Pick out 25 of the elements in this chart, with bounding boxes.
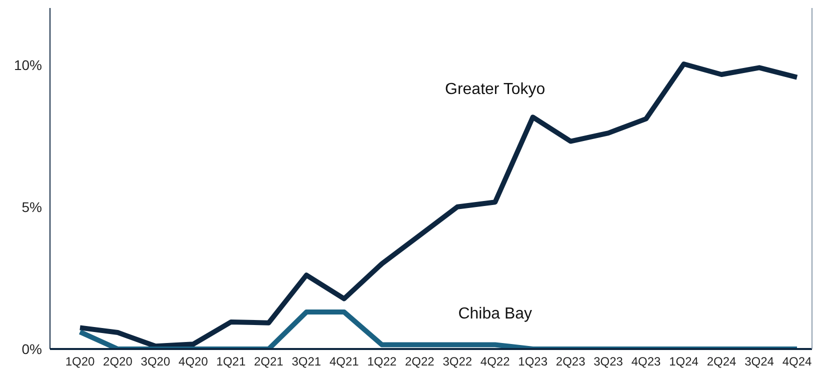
- x-tick-label: 2Q22: [404, 354, 435, 369]
- series-label: Chiba Bay: [458, 306, 532, 323]
- x-tick-label: 1Q22: [367, 354, 397, 369]
- x-tick-label: 3Q22: [442, 354, 472, 369]
- x-tick-label: 2Q21: [254, 354, 284, 369]
- x-tick-label: 1Q24: [669, 354, 699, 369]
- y-tick-label: 0%: [22, 340, 42, 357]
- x-tick-label: 4Q24: [782, 354, 812, 369]
- x-tick-label: 3Q23: [594, 354, 624, 369]
- x-tick-label: 2Q20: [103, 354, 133, 369]
- x-tick-label: 2Q23: [556, 354, 586, 369]
- series-label: Greater Tokyo: [445, 81, 546, 98]
- y-tick-label: 10%: [14, 56, 42, 73]
- x-tick-label: 3Q21: [292, 354, 322, 369]
- x-tick-label: 4Q22: [480, 354, 510, 369]
- x-tick-label: 4Q21: [329, 354, 360, 369]
- x-tick-label: 3Q20: [140, 354, 170, 369]
- x-tick-label: 1Q20: [65, 354, 95, 369]
- y-tick-label: 5%: [22, 198, 42, 215]
- x-tick-label: 3Q24: [744, 354, 774, 369]
- x-tick-label: 1Q21: [216, 354, 246, 369]
- x-tick-label: 4Q23: [631, 354, 662, 369]
- x-tick-label: 4Q20: [178, 354, 208, 369]
- x-tick-label: 1Q23: [518, 354, 548, 369]
- x-tick-label: 2Q24: [706, 354, 737, 369]
